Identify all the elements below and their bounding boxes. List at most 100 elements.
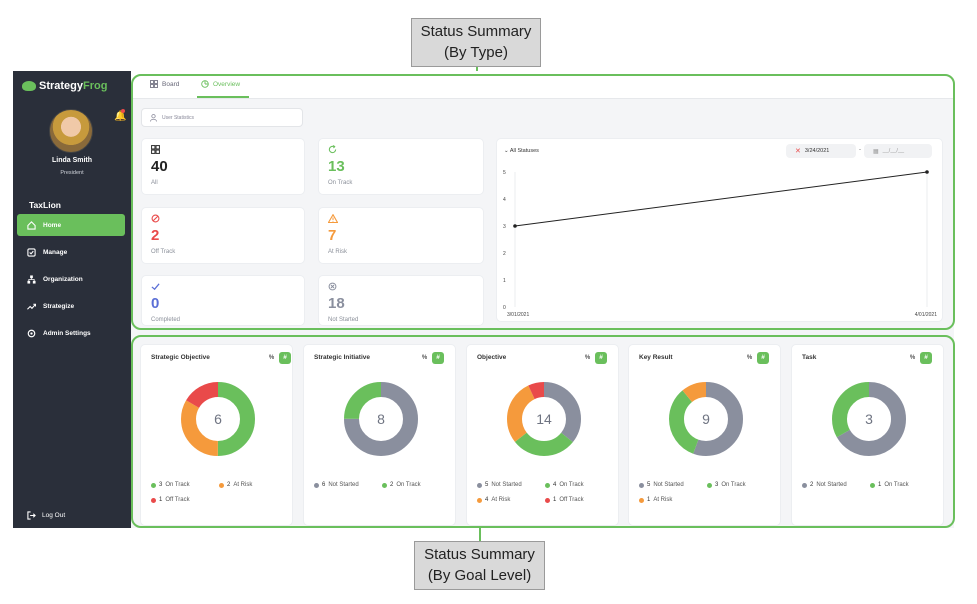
legend-dot [219,482,224,488]
donut-total: 9 [702,411,710,427]
donut-slice [181,382,255,456]
status-trend-chart-card: ⌄ All Statuses ✕ 3/24/2021 - ▦ __/__/__ … [496,138,943,322]
logo-text-a: Strategy [39,80,84,92]
stat-card-all[interactable]: 40 All [141,138,305,195]
legend-value: 2 [390,482,394,488]
legend-dot [151,482,156,488]
legend-item: 3 On Track [707,482,746,488]
tab-overview[interactable]: Overview [201,80,240,88]
stat-card-off-track[interactable]: 2 Off Track [141,207,305,264]
sidebar-item-home[interactable]: Home [17,214,125,236]
gear-icon [27,329,36,337]
stat-label: All [151,180,158,186]
y-tick-label: 3 [503,224,506,230]
date-from-field[interactable]: ✕ 3/24/2021 [786,144,856,158]
tab-board[interactable]: Board [150,80,179,88]
legend-label: At Risk [491,497,511,503]
stat-card-not-started[interactable]: 18 Not Started [318,275,484,326]
legend-label: Off Track [559,497,584,503]
legend-label: On Track [559,482,584,488]
donut-chart: 6 [181,382,255,456]
sidebar-item-strategize[interactable]: Strategize [17,295,125,317]
legend-dot [802,482,807,488]
goal-card-title: Strategic Objective [151,354,210,361]
legend-value: 1 [553,497,557,503]
checkbox-icon [27,247,36,257]
count-toggle[interactable]: # [432,352,444,364]
sidebar-item-label: Organization [43,275,83,283]
stat-card-on-track[interactable]: 13 On Track [318,138,484,195]
donut-slice [832,382,906,456]
date-to-placeholder: __/__/__ [882,148,905,154]
y-tick-label: 5 [503,170,506,176]
legend-value: 1 [159,497,163,503]
callout-status-by-goal-level: Status Summary (By Goal Level) [414,541,545,590]
org-chart-icon [27,274,36,284]
highlight-status-by-goal-level [131,335,955,528]
sidebar-item-organization[interactable]: Organization [17,268,125,290]
data-point [925,170,929,174]
x-tick-label: 4/01/2021 [915,312,937,318]
legend-dot [545,497,550,503]
user-statistics-select[interactable]: User Statistics [141,108,303,127]
grid-icon [150,80,158,88]
legend-item: 5 Not Started [639,482,684,488]
callout-arrow [479,521,481,541]
callout-status-by-type: Status Summary (By Type) [411,18,541,67]
legend-label: At Risk [653,497,673,503]
y-tick-label: 4 [503,197,506,203]
y-tick-label: 1 [503,278,506,284]
legend-label: Not Started [653,482,684,488]
data-point [513,224,517,228]
stat-value: 7 [328,227,337,244]
legend-item: 1 Off Track [151,497,190,503]
percent-toggle[interactable]: % [909,355,916,361]
count-toggle[interactable]: # [757,352,769,364]
user-icon [150,113,157,122]
sidebar-item-admin-settings[interactable]: Admin Settings [17,322,125,344]
legend-item: 4 At Risk [477,497,510,503]
sidebar-item-manage[interactable]: Manage [17,241,125,263]
legend-item: 1 On Track [870,482,909,488]
legend-label: At Risk [233,482,253,488]
stat-value: 40 [151,158,168,175]
check-icon [151,283,160,291]
calendar-icon: ▦ [873,148,879,155]
percent-toggle[interactable]: % [584,355,591,361]
date-to-field[interactable]: ▦ __/__/__ [864,144,932,158]
count-toggle[interactable]: # [595,352,607,364]
donut-slice [669,382,743,456]
percent-toggle[interactable]: % [746,355,753,361]
bell-icon[interactable]: 🔔 [114,111,127,122]
tab-label: Overview [213,80,241,88]
stat-value: 18 [328,295,345,312]
logout-button[interactable]: Log Out [27,511,65,520]
sidebar-item-label: Manage [43,248,68,256]
grid-icon [151,145,160,154]
logout-icon [27,511,36,520]
legend-value: 1 [647,497,651,503]
legend-dot [151,497,156,503]
stat-card-at-risk[interactable]: 7 At Risk [318,207,484,264]
legend-label: On Track [165,482,190,488]
legend-item: 3 On Track [151,482,190,488]
tab-label: Board [162,80,180,88]
callout-line-2: (By Type) [444,44,508,61]
legend-value: 6 [322,482,326,488]
x-circle-icon [328,282,337,291]
sidebar-item-label: Strategize [43,302,75,310]
status-filter-dropdown[interactable]: ⌄ All Statuses [504,148,539,154]
callout-line-2: (By Goal Level) [427,567,532,584]
app-logo[interactable]: Strategy Frog [22,80,107,92]
clear-date-icon[interactable]: ✕ [795,148,801,155]
donut-total: 8 [377,411,385,427]
percent-toggle[interactable]: % [421,355,428,361]
count-toggle[interactable]: # [279,352,291,364]
legend-dot [382,482,387,488]
avatar[interactable] [49,109,93,153]
legend-dot [707,482,712,488]
stat-card-completed[interactable]: 0 Completed [141,275,305,326]
donut-slice [344,382,418,456]
percent-toggle[interactable]: % [268,355,275,361]
count-toggle[interactable]: # [920,352,932,364]
